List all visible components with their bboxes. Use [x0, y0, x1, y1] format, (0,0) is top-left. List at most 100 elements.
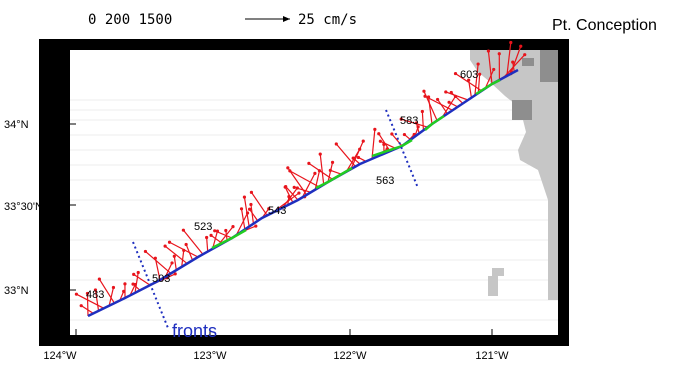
- current-vector-head: [378, 139, 382, 143]
- current-vector: [437, 99, 448, 115]
- station-label-483: 483: [86, 289, 104, 301]
- current-vector-head: [93, 288, 98, 292]
- current-vector-head: [373, 127, 377, 131]
- current-vector: [455, 73, 483, 92]
- land-coast: [470, 50, 558, 300]
- current-vector: [250, 204, 255, 224]
- scale-vector-arrowhead: [283, 16, 290, 22]
- current-vector: [506, 42, 512, 77]
- current-vector: [243, 197, 250, 227]
- current-vector-head: [509, 40, 513, 45]
- current-vector-head: [330, 160, 335, 164]
- current-vector: [250, 191, 268, 216]
- current-vector: [169, 241, 199, 258]
- current-vector-head: [213, 229, 217, 233]
- current-vector-head: [143, 249, 148, 254]
- current-vector-head: [136, 270, 140, 275]
- current-vector: [301, 173, 316, 198]
- current-vector: [86, 293, 89, 317]
- current-vector: [474, 63, 479, 96]
- depth-scale-label: 0 200 1500: [88, 12, 172, 28]
- current-vector: [173, 256, 177, 271]
- current-vector-head: [399, 117, 403, 121]
- current-vector: [76, 293, 105, 309]
- current-vector-head: [351, 156, 355, 160]
- current-vector-head: [453, 71, 458, 76]
- current-vector: [378, 133, 391, 152]
- station-label-543: 543: [268, 205, 286, 217]
- current-vector-head: [292, 185, 296, 189]
- current-vector-head: [486, 49, 491, 53]
- station-label-503: 503: [152, 273, 170, 285]
- current-vector-head: [286, 166, 290, 170]
- current-vector-head: [478, 72, 482, 76]
- current-vector: [284, 186, 294, 203]
- current-vector-head: [131, 282, 135, 286]
- current-vector: [164, 262, 173, 277]
- current-vector: [214, 230, 233, 239]
- current-vector-head: [422, 89, 426, 93]
- current-vector-head: [377, 132, 381, 136]
- scale-vector-label: 25 cm/s: [298, 12, 357, 28]
- current-vector-head: [242, 195, 247, 199]
- current-vector: [181, 250, 185, 267]
- current-vector: [415, 122, 420, 134]
- current-vector-head: [239, 207, 244, 211]
- current-vector-head: [254, 224, 258, 228]
- current-vector: [210, 234, 223, 244]
- current-vector-head: [184, 242, 188, 247]
- station-label-563: 563: [376, 175, 394, 187]
- current-vector-head: [476, 62, 480, 66]
- current-vector: [484, 69, 495, 89]
- current-vector-head: [247, 207, 252, 211]
- current-vector: [487, 50, 493, 85]
- current-vector: [285, 186, 299, 201]
- current-vector-head: [307, 161, 311, 165]
- current-vector: [319, 154, 325, 185]
- lon-tick-121W: 121°W: [475, 350, 509, 362]
- current-vector: [314, 170, 321, 190]
- current-vector: [108, 287, 115, 306]
- current-vector-head: [231, 225, 235, 229]
- current-vector-head: [85, 291, 90, 296]
- current-vector-head: [284, 184, 288, 189]
- current-vector: [330, 169, 342, 175]
- fronts-label: fronts: [172, 321, 217, 341]
- current-vector-head: [123, 282, 127, 286]
- current-vector-head: [318, 152, 322, 156]
- background-lines: [70, 99, 558, 321]
- current-vector-head: [519, 44, 523, 48]
- current-vector-head: [132, 272, 136, 276]
- current-vector-head: [172, 254, 176, 258]
- current-vector: [164, 245, 188, 265]
- current-vector-head: [163, 244, 167, 248]
- current-vector: [98, 278, 115, 304]
- place-label-pt-conception: Pt. Conception: [552, 17, 657, 34]
- current-vector-head: [447, 100, 451, 104]
- current-vector: [510, 46, 522, 75]
- lat-tick-34N: 34°N: [4, 119, 29, 131]
- current-vector-head: [209, 233, 213, 237]
- current-vector-head: [402, 132, 407, 137]
- current-vector-head: [74, 292, 79, 296]
- lon-tick-124W: 124°W: [43, 350, 77, 362]
- current-vector-head: [181, 228, 185, 232]
- station-label-523: 523: [194, 221, 212, 233]
- current-vector-head: [467, 78, 471, 82]
- current-vector: [211, 230, 219, 250]
- current-vector: [308, 162, 333, 180]
- current-vector: [133, 273, 151, 286]
- current-vector-head: [111, 285, 116, 290]
- current-vector-head: [523, 53, 527, 57]
- island: [488, 268, 504, 296]
- current-vector: [327, 162, 334, 183]
- current-vector-head: [288, 169, 292, 173]
- current-vector: [154, 258, 161, 281]
- lon-tick-123W: 123°W: [193, 350, 227, 362]
- axis-ticks: [70, 123, 493, 335]
- current-vector: [182, 229, 204, 255]
- current-vector: [289, 170, 320, 188]
- current-vector: [424, 95, 453, 111]
- lat-tick-33N: 33°N: [4, 285, 29, 297]
